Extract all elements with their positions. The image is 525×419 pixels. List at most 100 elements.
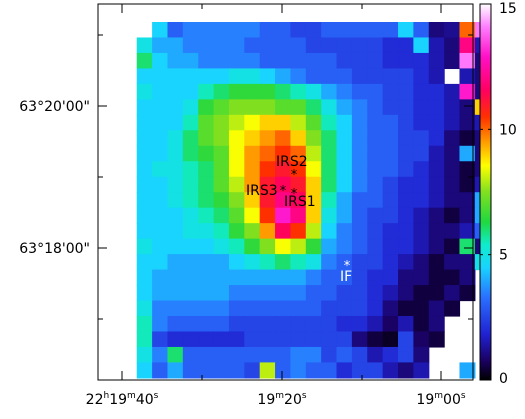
heatmap-cell [367,362,384,379]
heatmap-cell [182,269,199,286]
heatmap-cell [167,192,184,209]
heatmap-cell [351,223,368,240]
heatmap-cell [136,269,153,286]
heatmap-cell [398,269,414,286]
heatmap-cell [275,207,292,224]
heatmap-cell [351,285,368,302]
heatmap-cell [228,346,245,364]
heatmap-cell [198,68,215,85]
heatmap-cell [182,68,199,85]
heatmap-cell [213,83,230,100]
heatmap-cell [382,145,399,162]
heatmap-cell [152,145,169,162]
heatmap-cell [398,161,414,178]
heatmap-cell [213,238,230,255]
heatmap-cell [167,285,184,302]
colorbar-tick-label: 15 [499,1,517,17]
heatmap-cell [459,254,476,271]
heatmap-cell [167,161,184,178]
heatmap-cell [228,83,245,100]
heatmap-cell [290,285,307,302]
heatmap-cell [305,161,322,178]
heatmap-cell [351,22,368,39]
heatmap-cell [321,83,338,100]
heatmap-cell [182,192,199,209]
y-tick-label: 63°18'00" [19,241,90,257]
heatmap-cell [136,285,153,302]
heatmap-cell [198,52,215,70]
heatmap-cell [228,192,245,209]
heatmap-cell [244,52,261,70]
heatmap-cell [290,254,307,271]
heatmap-cell [305,83,322,100]
heatmap-cell [244,223,261,240]
heatmap-cell [444,207,461,224]
heatmap-cell [382,362,399,379]
heatmap-cell [198,331,215,348]
heatmap-cell [351,130,368,147]
heatmap-cell [136,37,153,54]
heatmap-cell [182,238,199,255]
heatmap-cell [167,238,184,255]
heatmap-cell [398,254,414,271]
heatmap-cell [305,362,322,379]
heatmap-cell [351,99,368,116]
heatmap-cell [351,331,368,348]
heatmap-cell [367,331,384,348]
heatmap-cell [259,362,276,379]
heatmap-cell [228,161,245,178]
heatmap-cell [336,362,353,379]
heatmap-cell [321,114,338,131]
heatmap-cell [413,37,430,54]
heatmap-cell [459,285,476,302]
heatmap-cell [213,207,230,224]
heatmap-cell [382,22,399,39]
heatmap-cell [290,362,307,379]
heatmap-cell [413,99,430,116]
heatmap-cell [367,254,384,271]
source-star-irs3: * [280,184,287,199]
heatmap-cell [182,223,199,240]
heatmap-cell [259,331,276,348]
heatmap-cell [167,130,184,147]
heatmap-cell [336,331,353,348]
heatmap-cell [321,161,338,178]
heatmap-cell [182,285,199,302]
heatmap-cell [290,68,307,85]
heatmap-cell [213,130,230,147]
heatmap-cell [290,99,307,116]
heatmap-cell [152,315,169,333]
heatmap-cell [351,176,368,193]
heatmap-cell [213,22,230,39]
heatmap-cell [398,285,414,302]
heatmap-cell [136,130,153,147]
heatmap-cell [244,331,261,348]
heatmap-cell [136,238,153,255]
heatmap-cell [290,130,307,147]
heatmap-cell [259,83,276,100]
heatmap-cell [428,22,445,39]
heatmap-cell [213,362,230,379]
heatmap-cell [259,269,276,286]
heatmap-cell [152,22,169,39]
heatmap-cell [413,362,430,379]
heatmap-cell [321,52,338,70]
heatmap-cell [198,315,215,333]
heatmap-cell [428,238,445,255]
heatmap-cell [336,130,353,147]
heatmap-cell [259,254,276,271]
heatmap-cell [336,99,353,116]
heatmap-cell [321,223,338,240]
heatmap-cell [428,145,445,162]
heatmap-cell [398,176,414,193]
heatmap-cell [351,300,368,317]
heatmap-cell [136,254,153,271]
heatmap-cell [167,331,184,348]
heatmap-cell [444,161,461,178]
heatmap-cell [152,114,169,131]
heatmap-cell [351,238,368,255]
heatmap-cell [167,362,184,379]
heatmap-cell [244,161,261,178]
heatmap-cell [336,207,353,224]
heatmap-cell [351,161,368,178]
